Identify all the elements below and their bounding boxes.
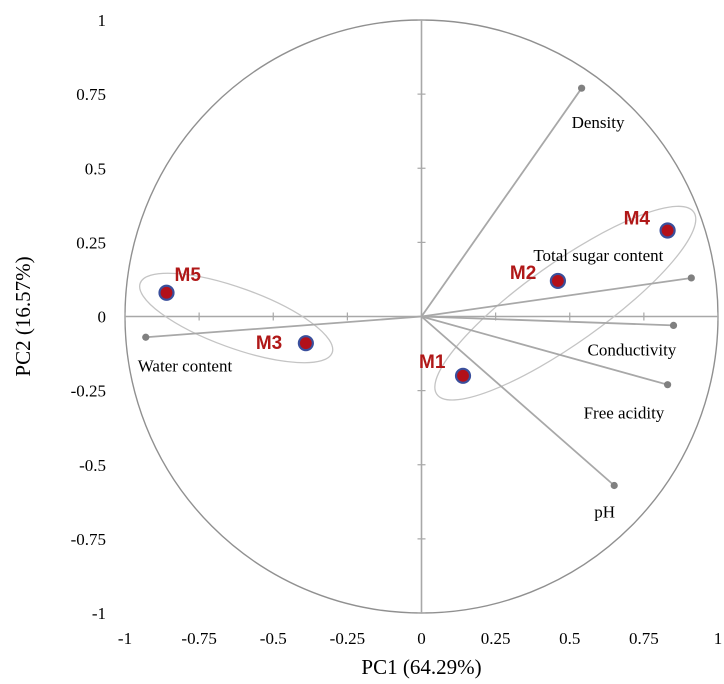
loading-vector (420, 87, 583, 318)
loading-vector (421, 277, 692, 318)
sample-label: M4 (624, 209, 651, 230)
y-tick-label: -0.75 (71, 530, 106, 549)
x-tick-label: -0.5 (260, 629, 287, 648)
x-tick-label: 0 (417, 629, 426, 648)
loading-point (687, 274, 695, 282)
loading-point (610, 481, 618, 490)
x-tick-label: 1 (714, 629, 723, 648)
sample-group-ellipse (434, 205, 697, 401)
x-tick-label: -1 (118, 629, 132, 648)
sample-point (158, 284, 175, 301)
y-tick-label: 0.5 (85, 159, 106, 178)
x-axis-title: PC1 (64.29%) (361, 655, 481, 679)
x-tick-label: 0.25 (481, 629, 511, 648)
loading-vector (420, 315, 615, 487)
x-tick-label: -0.25 (330, 629, 365, 648)
loading-point (669, 321, 678, 329)
x-tick-label: -0.75 (181, 629, 216, 648)
variable-label: pH (594, 503, 615, 522)
loading-point (663, 381, 672, 389)
variable-label: Total sugar content (533, 246, 663, 265)
sample-point (549, 272, 566, 290)
variable-label: Conductivity (588, 340, 677, 359)
sample-point (454, 367, 472, 384)
y-tick-label: 0.75 (76, 85, 106, 104)
y-tick-label: 0 (98, 308, 107, 327)
sample-label: M5 (175, 265, 202, 286)
loading-point (578, 84, 586, 92)
sample-label: M1 (419, 352, 446, 373)
sample-group-ellipse (138, 272, 334, 364)
sample-point (297, 335, 314, 352)
x-tick-label: 0.5 (559, 629, 580, 648)
variable-label: Water content (138, 356, 233, 375)
sample-label: M3 (256, 333, 282, 354)
variable-label: Density (572, 113, 625, 132)
variable-label: Free acidity (584, 404, 665, 423)
y-tick-label: 0.25 (76, 233, 106, 252)
y-tick-label: 1 (98, 11, 107, 30)
loading-vector (145, 315, 422, 339)
sample-label: M2 (510, 263, 536, 284)
loading-vector (421, 315, 668, 386)
y-tick-label: -0.25 (71, 382, 106, 401)
y-tick-label: -0.5 (79, 456, 106, 475)
y-tick-label: -1 (92, 604, 106, 623)
loading-vector (421, 315, 674, 327)
loading-point (142, 333, 150, 341)
sample-point (659, 222, 676, 239)
x-tick-label: 0.75 (629, 629, 659, 648)
y-axis-title: PC2 (16.57%) (11, 256, 35, 376)
